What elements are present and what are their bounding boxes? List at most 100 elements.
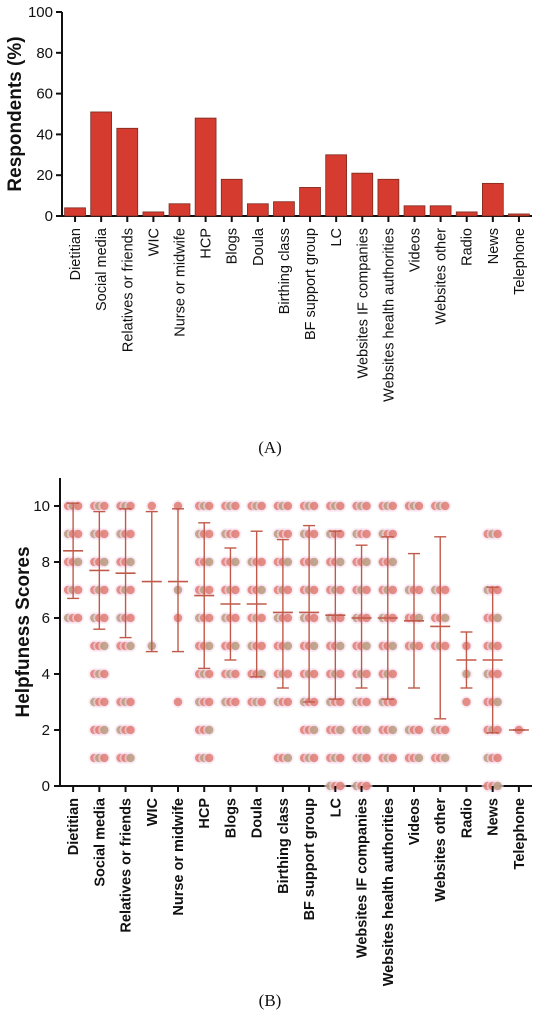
x-tick-label-social-media: Social media	[92, 797, 108, 887]
group-websites-health-authorities	[376, 500, 399, 764]
bar-doula	[246, 203, 269, 217]
data-point	[126, 641, 135, 651]
data-point	[126, 697, 135, 707]
x-tick-label-wic: WIC	[145, 797, 161, 826]
data-point	[336, 501, 345, 511]
x-tick-label-radio: Radio	[459, 798, 475, 838]
data-point	[441, 753, 450, 763]
data-point	[231, 697, 240, 707]
data-point	[309, 725, 319, 735]
x-tick-label-videos: Videos	[408, 228, 424, 272]
data-point	[100, 697, 109, 707]
data-point	[100, 557, 109, 567]
data-point	[257, 585, 266, 595]
data-point	[441, 501, 450, 511]
data-point	[309, 501, 319, 511]
data-point	[205, 585, 214, 595]
x-tick-label-lc: LC	[329, 228, 345, 247]
group-telephone	[508, 724, 529, 736]
data-point	[126, 585, 135, 595]
data-point	[205, 641, 214, 651]
data-point	[336, 753, 345, 763]
data-point	[147, 501, 156, 511]
data-point	[205, 529, 214, 539]
data-point	[493, 669, 502, 679]
data-point	[283, 501, 293, 511]
bar-news	[481, 182, 504, 217]
bar-birthing-class	[273, 201, 295, 217]
data-point	[100, 529, 109, 539]
group-wic	[141, 500, 162, 653]
x-tick-label-news: News	[486, 798, 502, 836]
data-point	[283, 641, 293, 651]
bar-telephone	[508, 213, 530, 217]
data-point	[441, 613, 450, 623]
y-axis-title-a: Respondents (%)	[5, 36, 26, 191]
x-tick-label-nurse-or-midwife: Nurse or midwife	[171, 798, 187, 916]
group-blogs	[219, 500, 242, 708]
data-point	[73, 613, 83, 623]
x-tick-label-doula: Doula	[251, 227, 267, 266]
data-point	[362, 501, 371, 511]
data-point	[257, 501, 266, 511]
bar-websites-if-companies	[351, 172, 374, 217]
data-point	[362, 697, 371, 707]
bar-bf-support-group	[299, 187, 321, 217]
data-point	[388, 669, 397, 679]
y-tick-label-a: 40	[36, 126, 53, 143]
data-point	[100, 753, 109, 763]
data-point	[309, 669, 319, 679]
y-tick-label-b: 8	[42, 554, 50, 571]
data-point	[231, 613, 240, 623]
group-nurse-or-midwife	[168, 500, 188, 708]
y-tick-label-a: 80	[36, 45, 53, 62]
data-point	[231, 529, 240, 539]
data-point	[283, 529, 293, 539]
y-tick-label-a: 60	[36, 86, 53, 103]
data-point	[231, 585, 240, 595]
data-point	[100, 725, 109, 735]
data-point	[231, 641, 240, 651]
data-point	[205, 501, 214, 511]
group-radio	[456, 631, 477, 708]
data-point	[257, 669, 266, 679]
data-point	[414, 753, 424, 763]
data-point	[205, 557, 214, 567]
data-point	[283, 669, 293, 679]
group-videos	[403, 500, 425, 764]
x-tick-label-websites-other: Websites other	[434, 228, 450, 325]
data-point	[336, 697, 345, 707]
chart-b: 0 2 4 6 8 10 Dietitian Social media Relatives or…	[13, 478, 532, 1010]
data-point	[493, 781, 502, 791]
data-point	[441, 641, 450, 651]
data-point	[388, 641, 397, 651]
data-point	[388, 697, 397, 707]
y-tick-label-a: 20	[36, 167, 53, 184]
data-point	[231, 669, 240, 679]
x-tick-label-hcp: HCP	[199, 228, 215, 259]
data-point	[173, 697, 183, 707]
data-point	[414, 501, 424, 511]
data-point	[205, 753, 214, 763]
chart-a: 0 20 40 60 80 100 Dietitian Social media Relativ…	[5, 4, 532, 457]
group-doula	[245, 500, 268, 708]
x-tick-label-telephone: Telephone	[512, 798, 528, 869]
data-point	[309, 557, 319, 567]
group-websites-other	[429, 500, 452, 764]
y-tick-label-b: 2	[42, 722, 50, 739]
x-tick-label-doula: Doula	[250, 797, 266, 838]
data-point	[205, 613, 214, 623]
x-tick-label-wic: WIC	[146, 228, 162, 256]
data-point	[362, 585, 371, 595]
x-tick-label-hcp: HCP	[197, 798, 213, 829]
data-point	[257, 557, 266, 567]
data-point	[362, 669, 371, 679]
bar-blogs	[220, 178, 243, 217]
data-point	[388, 529, 397, 539]
x-tick-label-lc: LC	[328, 797, 344, 817]
data-point	[257, 613, 266, 623]
group-websites-if-companies	[350, 500, 373, 792]
data-point	[493, 585, 502, 595]
group-relatives-or-friends	[114, 500, 137, 764]
data-point	[493, 697, 502, 707]
